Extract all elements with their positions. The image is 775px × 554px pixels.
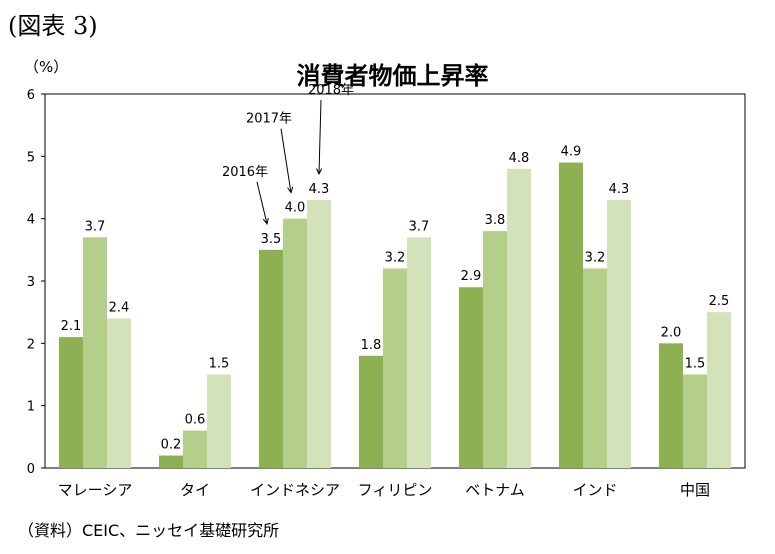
y-axis-unit-label: （%）: [24, 58, 69, 76]
source-note: （資料）CEIC、ニッセイ基礎研究所: [18, 521, 280, 540]
data-label: 4.3: [309, 182, 330, 197]
bar: [507, 168, 531, 469]
data-label: 3.2: [585, 251, 606, 266]
bar: [559, 162, 583, 469]
x-category-label: マレーシア: [58, 481, 133, 499]
bar: [407, 237, 431, 468]
data-label: 1.5: [685, 357, 706, 372]
data-label: 2.5: [709, 294, 730, 309]
y-tick-label: 3: [27, 275, 35, 290]
bar: [83, 237, 107, 468]
series-name-annotation: 2016年: [222, 165, 268, 180]
bar: [483, 231, 507, 468]
bar: [159, 455, 183, 468]
bar: [583, 268, 607, 468]
bar: [659, 343, 683, 468]
bar: [259, 249, 283, 468]
series-name-annotation: 2017年: [246, 112, 292, 127]
x-category-label: 中国: [680, 481, 710, 499]
annotation-arrow-head: [262, 217, 269, 225]
data-label: 2.9: [461, 269, 482, 284]
x-category-label: ベトナム: [465, 481, 525, 499]
data-label: 3.2: [385, 251, 406, 266]
annotation-arrow-head: [287, 186, 294, 194]
annotation-arrow-head: [316, 168, 323, 176]
x-category-label: タイ: [180, 481, 210, 499]
bar: [683, 374, 707, 468]
data-label: 4.3: [609, 182, 630, 197]
data-label: 1.5: [209, 357, 230, 372]
y-tick-label: 5: [27, 150, 35, 165]
y-tick-label: 4: [27, 213, 35, 228]
data-label: 3.7: [85, 219, 106, 234]
annotation-arrow-line: [318, 99, 322, 174]
bar: [207, 374, 231, 468]
bar: [707, 312, 731, 468]
data-label: 0.6: [185, 413, 206, 428]
bar: [283, 218, 307, 468]
y-tick-label: 6: [27, 88, 35, 103]
data-label: 3.8: [485, 213, 506, 228]
bar: [359, 355, 383, 468]
figure-label: (図表 3): [8, 12, 98, 40]
data-label: 2.1: [61, 319, 82, 334]
series-name-annotation: 2018年: [308, 83, 354, 98]
bar: [183, 430, 207, 468]
bar: [59, 337, 83, 468]
y-tick-label: 0: [27, 462, 35, 477]
chart-title: 消費者物価上昇率: [296, 62, 489, 90]
x-category-label: フィリピン: [358, 481, 433, 499]
data-label: 3.5: [261, 232, 282, 247]
data-label: 0.2: [161, 438, 182, 453]
annotation-arrow-line: [256, 181, 268, 224]
bar: [107, 318, 131, 468]
bar: [383, 268, 407, 468]
bar: [607, 199, 631, 468]
bar: [459, 287, 483, 468]
data-label: 3.7: [409, 219, 430, 234]
data-label: 4.0: [285, 201, 306, 216]
data-label: 4.9: [561, 145, 582, 160]
x-category-label: インド: [572, 481, 617, 499]
y-tick-label: 2: [27, 337, 35, 352]
x-category-label: インドネシア: [250, 481, 340, 499]
data-label: 2.4: [109, 300, 130, 315]
annotation-arrow-line: [280, 128, 292, 193]
bar: [307, 199, 331, 468]
y-tick-label: 1: [27, 400, 35, 415]
data-label: 2.0: [661, 325, 682, 340]
data-label: 1.8: [361, 338, 382, 353]
data-label: 4.8: [509, 151, 530, 166]
